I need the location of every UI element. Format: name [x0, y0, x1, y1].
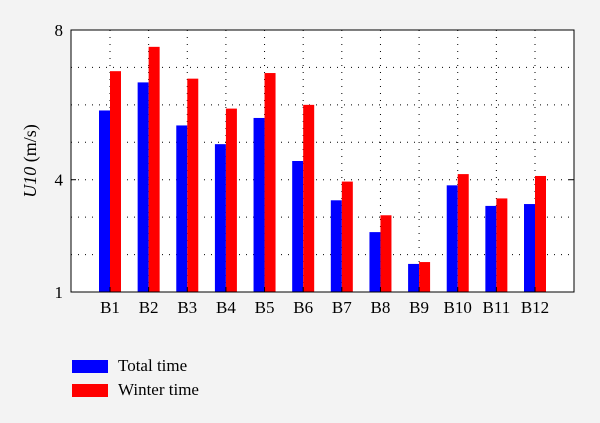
- x-tick-label-b11: B11: [483, 298, 511, 317]
- legend-swatch-winter-time: [72, 383, 108, 397]
- legend-item-total-time: Total time: [72, 354, 199, 378]
- bar-total-time-b9: [408, 263, 420, 292]
- bar-winter-time-b11: [496, 198, 508, 292]
- bar-winter-time-b2: [148, 46, 160, 292]
- x-tick-label-b2: B2: [139, 298, 159, 317]
- x-tick-label-b3: B3: [177, 298, 197, 317]
- x-tick-label-b5: B5: [255, 298, 275, 317]
- bar-total-time-b8: [369, 232, 381, 292]
- x-tick-label-b12: B12: [521, 298, 549, 317]
- bar-chart: 1 4 8 B1 B2 B3 B4 B5 B6 B7 B8 B9 B10 B11 B12 U10 (m/s…: [20, 21, 575, 317]
- x-tick-label-b1: B1: [100, 298, 120, 317]
- x-tick-label-b10: B10: [444, 298, 472, 317]
- x-tick-label-b9: B9: [409, 298, 429, 317]
- bar-total-time-b2: [137, 82, 149, 293]
- y-tick-label: 1: [55, 283, 64, 302]
- bar-winter-time-b1: [110, 71, 121, 293]
- bar-winter-time-b6: [303, 104, 315, 292]
- bar-winter-time-b9: [419, 262, 431, 292]
- bar-total-time-b4: [214, 144, 226, 292]
- bar-total-time-b7: [330, 200, 342, 292]
- x-tick-label-b4: B4: [216, 298, 236, 317]
- bar-winter-time-b5: [264, 73, 276, 293]
- legend-label-winter-time: Winter time: [118, 380, 199, 399]
- bar-total-time-b11: [485, 205, 497, 292]
- bar-winter-time-b4: [225, 108, 237, 292]
- x-tick-label-b6: B6: [293, 298, 313, 317]
- bar-winter-time-b7: [341, 181, 353, 292]
- bar-total-time-b5: [253, 117, 265, 292]
- legend-item-winter-time: Winter time: [72, 378, 199, 402]
- y-tick-label: 4: [55, 171, 64, 190]
- legend-label-total-time: Total time: [118, 356, 188, 375]
- x-axis-ticks: B1 B2 B3 B4 B5 B6 B7 B8 B9 B10 B11 B12: [100, 287, 549, 317]
- x-tick-label-b7: B7: [332, 298, 352, 317]
- bar-total-time-b1: [99, 110, 110, 292]
- x-tick-label-b8: B8: [371, 298, 391, 317]
- plot-frame: [70, 29, 575, 293]
- bar-total-time-b10: [446, 185, 458, 292]
- bar-winter-time-b12: [535, 175, 546, 292]
- y-axis-title: U10 (m/s): [20, 124, 41, 198]
- y-axis-title-variable: U10: [20, 167, 40, 198]
- bars: [99, 46, 546, 293]
- y-axis-title-unit: (m/s): [20, 124, 41, 167]
- bar-winter-time-b10: [457, 174, 469, 292]
- bar-total-time-b12: [524, 204, 535, 292]
- bar-total-time-b3: [176, 125, 188, 292]
- legend: Total time Winter time: [72, 354, 199, 402]
- y-tick-label: 8: [55, 21, 64, 40]
- bar-total-time-b6: [292, 161, 304, 292]
- legend-swatch-total-time: [72, 359, 108, 373]
- y-axis-ticks: 1 4 8: [55, 21, 574, 302]
- bar-winter-time-b3: [187, 78, 199, 293]
- bar-winter-time-b8: [380, 215, 392, 292]
